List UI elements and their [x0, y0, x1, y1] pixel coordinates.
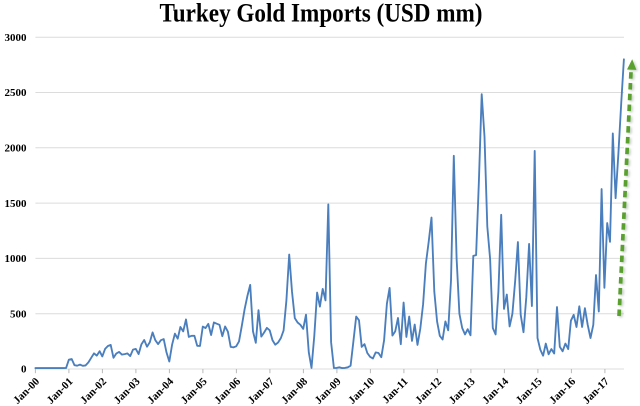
svg-text:3000: 3000 — [5, 32, 28, 44]
svg-text:1500: 1500 — [5, 198, 28, 210]
svg-text:2000: 2000 — [5, 143, 28, 155]
svg-text:1000: 1000 — [5, 253, 28, 265]
svg-text:2500: 2500 — [5, 87, 28, 99]
svg-text:0: 0 — [21, 364, 27, 376]
svg-text:500: 500 — [10, 308, 27, 320]
svg-text:Turkey Gold Imports (USD mm): Turkey Gold Imports (USD mm) — [160, 0, 483, 27]
